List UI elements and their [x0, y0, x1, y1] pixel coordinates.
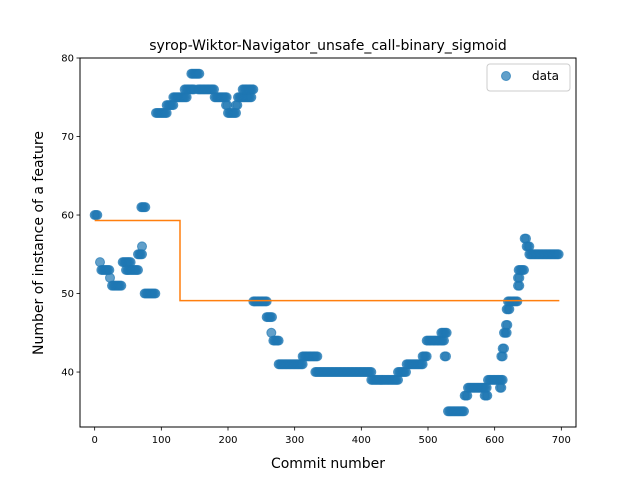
x-tick-label: 700	[552, 435, 571, 446]
legend-label-data: data	[532, 69, 559, 83]
y-tick-label: 80	[61, 54, 74, 65]
data-point	[138, 242, 147, 251]
y-tick-label: 40	[61, 368, 74, 379]
y-tick-label: 50	[61, 289, 74, 300]
chart-title: syrop-Wiktor-Navigator_unsafe_call-binar…	[149, 38, 507, 54]
data-point	[268, 313, 277, 322]
y-axis-label: Number of instance of a feature	[31, 131, 47, 355]
data-point	[497, 383, 506, 392]
data-point	[134, 265, 143, 274]
x-tick-label: 200	[218, 435, 237, 446]
data-point	[249, 85, 258, 94]
x-tick-label: 0	[91, 435, 97, 446]
data-point	[513, 297, 522, 306]
data-point	[442, 328, 451, 337]
data-point	[141, 203, 150, 212]
data-point	[117, 281, 126, 290]
x-tick-label: 500	[418, 435, 437, 446]
y-tick-label: 70	[61, 132, 74, 143]
data-point	[442, 352, 451, 361]
x-axis-label: Commit number	[271, 456, 385, 472]
data-point	[520, 265, 529, 274]
x-tick-label: 100	[152, 435, 171, 446]
data-point	[500, 344, 509, 353]
legend: data	[487, 64, 570, 91]
data-point	[460, 407, 469, 416]
data-point	[262, 297, 271, 306]
data-point	[93, 211, 102, 220]
x-tick-label: 600	[485, 435, 504, 446]
data-point	[195, 69, 204, 78]
data-point	[422, 352, 431, 361]
data-point	[483, 391, 492, 400]
data-point	[554, 250, 563, 259]
legend-marker-data	[502, 72, 511, 81]
y-tick-label: 60	[61, 211, 74, 222]
data-point	[274, 336, 283, 345]
data-point	[503, 320, 512, 329]
data-point	[151, 289, 160, 298]
x-tick-label: 400	[352, 435, 371, 446]
data-point	[313, 352, 322, 361]
x-tick-label: 300	[285, 435, 304, 446]
